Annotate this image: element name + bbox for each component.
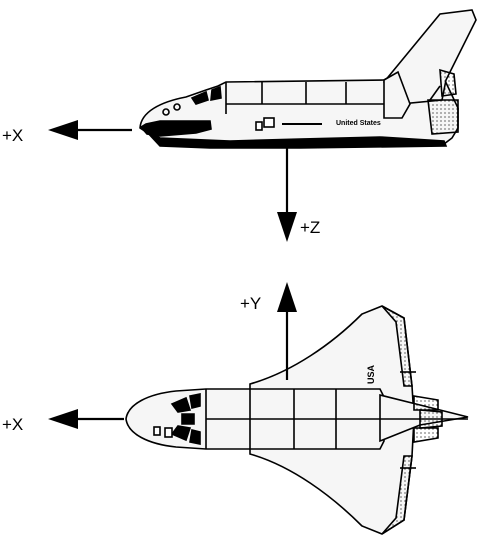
shuttle-side-view: [139, 9, 477, 149]
z-label: +Z: [300, 218, 321, 237]
y-label: +Y: [240, 294, 262, 313]
y-arrow: [277, 282, 297, 380]
side-belly: [145, 130, 448, 149]
shuttle-top-view: [125, 305, 469, 535]
side-nose-cap: [139, 120, 212, 137]
side-x-label: +X: [2, 126, 24, 145]
side-x-arrow: [48, 120, 132, 140]
top-x-arrow: [48, 409, 124, 429]
side-marking-text: United States: [336, 120, 381, 127]
z-arrow: [277, 146, 297, 242]
wing-marking-text: USA: [366, 364, 376, 384]
top-engine-nozzles: [413, 395, 443, 443]
top-x-label: +X: [2, 415, 24, 434]
side-cockpit-windows: [190, 85, 222, 105]
top-cockpit-windows: [170, 393, 201, 445]
